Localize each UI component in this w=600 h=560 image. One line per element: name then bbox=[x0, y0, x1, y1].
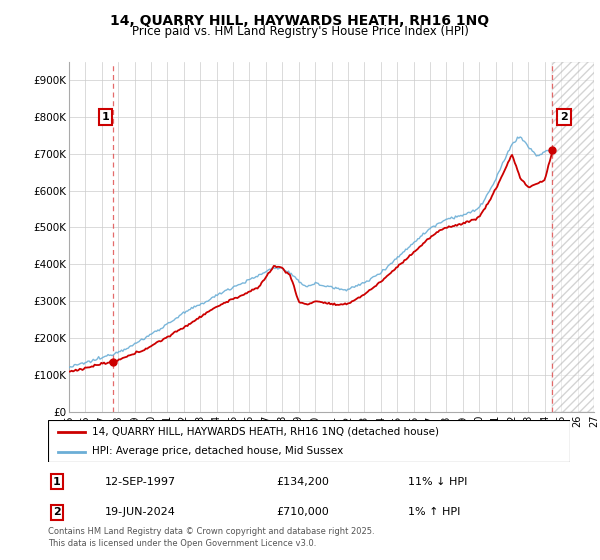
Text: 1% ↑ HPI: 1% ↑ HPI bbox=[408, 507, 460, 517]
Text: 14, QUARRY HILL, HAYWARDS HEATH, RH16 1NQ: 14, QUARRY HILL, HAYWARDS HEATH, RH16 1N… bbox=[110, 14, 490, 28]
Text: 11% ↓ HPI: 11% ↓ HPI bbox=[408, 477, 467, 487]
Text: Contains HM Land Registry data © Crown copyright and database right 2025.
This d: Contains HM Land Registry data © Crown c… bbox=[48, 527, 374, 548]
Text: 2: 2 bbox=[53, 507, 61, 517]
Bar bbox=[553, 62, 594, 412]
Text: £134,200: £134,200 bbox=[276, 477, 329, 487]
Text: 14, QUARRY HILL, HAYWARDS HEATH, RH16 1NQ (detached house): 14, QUARRY HILL, HAYWARDS HEATH, RH16 1N… bbox=[92, 427, 439, 437]
Text: 12-SEP-1997: 12-SEP-1997 bbox=[105, 477, 176, 487]
Text: Price paid vs. HM Land Registry's House Price Index (HPI): Price paid vs. HM Land Registry's House … bbox=[131, 25, 469, 38]
Text: 1: 1 bbox=[101, 112, 109, 122]
Text: 19-JUN-2024: 19-JUN-2024 bbox=[105, 507, 176, 517]
Text: £710,000: £710,000 bbox=[276, 507, 329, 517]
Text: 2: 2 bbox=[560, 112, 568, 122]
Text: 1: 1 bbox=[53, 477, 61, 487]
Text: HPI: Average price, detached house, Mid Sussex: HPI: Average price, detached house, Mid … bbox=[92, 446, 344, 456]
